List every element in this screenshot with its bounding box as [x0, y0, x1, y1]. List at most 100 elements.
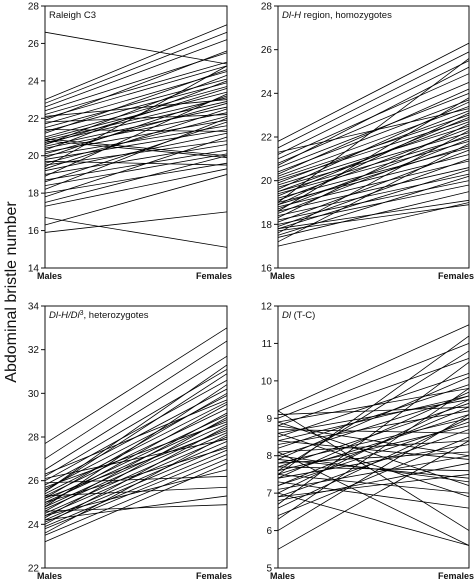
panel-1-line-42	[44, 99, 228, 117]
panel-3-line-1	[44, 340, 228, 460]
panel-2-line-1	[277, 51, 470, 149]
panel-2-line-24	[277, 138, 470, 214]
panel-4-line-23	[277, 391, 470, 479]
panel-3-line-20	[44, 440, 228, 521]
panel-4-line-31	[277, 462, 470, 502]
panel-3-title: Dl-H/Dl3, heterozygotes	[49, 310, 149, 322]
panel-4-line-39	[277, 432, 470, 498]
panel-4-line-2	[277, 343, 470, 419]
panel-3-line-3	[44, 368, 228, 477]
panel-1-title: Raleigh C3	[49, 10, 96, 21]
panel-1-line-39	[44, 129, 228, 132]
panel-2-line-25	[277, 173, 470, 216]
panel-2-line-21	[277, 160, 470, 208]
panel-2-line-7	[277, 106, 470, 177]
panel-2-title: Dl-H region, homozygotes	[282, 10, 392, 21]
panel-4-line-43	[277, 421, 470, 487]
panel-2-line-35	[277, 202, 470, 247]
panel-3-ytick-label-1: 24	[28, 520, 40, 531]
panel-3-line-19	[44, 416, 228, 519]
panel-1-xtick-label-0: Males	[37, 271, 62, 281]
panel-4-line-36	[277, 414, 470, 531]
panel-3-ytick-label-2: 26	[28, 476, 40, 487]
panel-1-line-48	[44, 65, 228, 168]
panel-1-line-33	[44, 153, 228, 187]
panel-3-line-25	[44, 434, 228, 534]
panel-4-ytick-label-5: 10	[261, 376, 273, 387]
panel-4-line-45	[277, 335, 470, 475]
panel-3-line-34	[44, 364, 228, 492]
panel-1-ytick-label-3: 20	[28, 151, 40, 162]
panel-4-line-9	[277, 410, 470, 445]
panel-3-line-33	[44, 495, 228, 521]
panel-1-line-44	[44, 217, 228, 248]
panel-3-line-26	[44, 458, 228, 536]
panel-2-line-23	[277, 167, 470, 212]
panel-2-ytick-label-6: 28	[261, 2, 273, 13]
panel-4-xtick-label-0: Males	[270, 571, 295, 581]
panel-2-line-18	[277, 127, 470, 201]
panel-1-frame	[44, 5, 228, 269]
panel-1-line-0	[44, 31, 228, 65]
panel-1-xtick-label-1: Females	[196, 271, 232, 281]
panel-1-ytick-label-2: 18	[28, 189, 40, 200]
panel-3-line-2	[44, 355, 228, 471]
panel-2-ytick-label-0: 16	[261, 264, 273, 275]
panel-4-line-4	[277, 358, 470, 427]
panel-1-line-38	[44, 168, 228, 207]
panel-2-line-0	[277, 42, 470, 142]
panel-1-line-21	[44, 102, 228, 155]
panel-4-line-29	[277, 399, 470, 494]
panel-3-line-29	[44, 421, 228, 488]
panel-1-line-15	[44, 101, 228, 144]
panel-3-xtick-label-0: Males	[37, 571, 62, 581]
panel-2-frame	[277, 5, 470, 269]
y-axis-label: Abdominal bristle number	[3, 201, 20, 383]
panel-1-ytick-label-0: 14	[28, 264, 40, 275]
panel-2-ytick-label-5: 26	[261, 45, 273, 56]
panel-1-line-6	[44, 65, 228, 119]
panel-1-line-7	[44, 50, 228, 121]
panel-2-line-43	[277, 145, 470, 206]
panel-4-frame	[277, 305, 470, 569]
panel-4-xtick-label-1: Females	[438, 571, 474, 581]
panel-4-ytick-label-2: 7	[266, 489, 272, 500]
panel-4-title-bg	[280, 308, 318, 321]
panel-4-ytick-label-1: 6	[266, 526, 272, 537]
panel-4-line-21	[277, 414, 470, 475]
panel-1-line-35	[44, 162, 228, 194]
panel-3-line-23	[44, 449, 228, 527]
panel-4-title: Dl (T-C)	[282, 310, 315, 321]
panel-3-line-18	[44, 436, 228, 516]
panel-3-ytick-label-5: 32	[28, 345, 40, 356]
panel-1-line-47	[44, 114, 228, 123]
panel-4-ytick-label-3: 8	[266, 451, 272, 462]
panel-1-line-36	[44, 136, 228, 198]
panel-1-line-24	[44, 129, 228, 160]
panel-4-line-10	[277, 384, 470, 449]
panel-3-xtick-label-1: Females	[196, 571, 232, 581]
panel-2-ytick-label-1: 18	[261, 220, 273, 231]
panel-3-line-39	[44, 430, 228, 499]
panel-2-line-20	[277, 112, 470, 206]
panel-2-line-40	[277, 97, 470, 212]
panel-2-xtick-label-0: Males	[270, 271, 295, 281]
panel-4-ytick-label-6: 11	[262, 339, 273, 350]
panel-3-line-28	[44, 438, 228, 479]
panel-2-line-15	[277, 140, 470, 195]
panel-1-line-5	[44, 61, 228, 115]
panel-2-xtick-label-1: Females	[438, 271, 474, 281]
panel-1-title-bg	[47, 8, 98, 21]
panel-4-line-44	[277, 406, 470, 415]
panel-1-line-12	[44, 86, 228, 138]
panel-4-ytick-label-7: 12	[261, 302, 273, 313]
panel-1-line-34	[44, 117, 228, 190]
panel-2-line-29	[277, 184, 470, 225]
panel-1-line-20	[44, 119, 228, 153]
panel-3-line-4	[44, 379, 228, 482]
panel-1-line-45	[44, 174, 228, 226]
panel-3-ytick-label-0: 22	[28, 564, 40, 575]
panel-2-line-44	[277, 175, 470, 236]
panel-2-line-32	[277, 130, 470, 234]
panel-2-line-2	[277, 60, 470, 155]
